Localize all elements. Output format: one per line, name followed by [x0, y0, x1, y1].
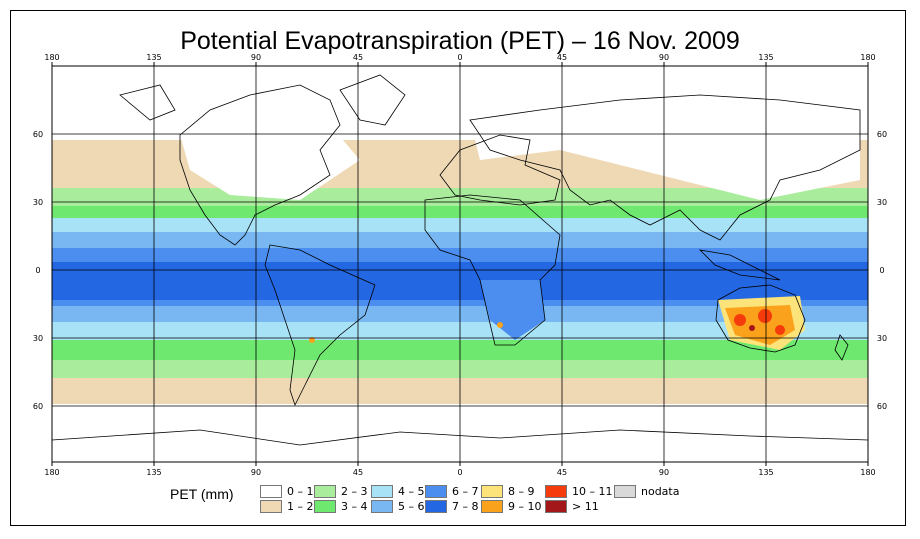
lat-label-left: 30: [33, 198, 43, 207]
eurasia-cold: [470, 120, 860, 200]
legend-swatch: [614, 485, 636, 498]
legend-label: nodata: [641, 485, 680, 498]
legend-swatch: [481, 485, 503, 498]
lat-label-right: 60: [877, 130, 887, 139]
tick-marks: [51, 62, 869, 466]
lat-label-right: 30: [877, 334, 887, 343]
australia-10-11-b: [758, 309, 772, 323]
legend-label: > 11: [572, 500, 599, 513]
lon-label-top: 45: [353, 53, 363, 62]
lat-label-left: 60: [33, 130, 43, 139]
lon-label-bottom: 135: [146, 468, 161, 477]
lon-label-bottom: 45: [353, 468, 363, 477]
legend-swatch: [260, 500, 282, 513]
southern-africa: [480, 280, 545, 340]
legend-label: 8 – 9: [508, 485, 535, 498]
australia-over-11: [749, 325, 755, 331]
africa-hotspot: [497, 322, 503, 328]
lat-label-right: 30: [877, 198, 887, 207]
lon-label-top: 180: [44, 53, 59, 62]
legend-swatch: [260, 485, 282, 498]
legend-label: 0 – 1: [287, 485, 314, 498]
australia-10-11-a: [734, 314, 746, 326]
lon-label-bottom: 180: [860, 468, 875, 477]
lat-label-left: 30: [33, 334, 43, 343]
legend-swatch: [314, 500, 336, 513]
figure-frame: [10, 10, 906, 526]
pet-field: [52, 66, 868, 462]
lon-label-top: 180: [860, 53, 875, 62]
legend-label: 9 – 10: [508, 500, 542, 513]
map-title: Potential Evapotranspiration (PET) – 16 …: [180, 27, 740, 55]
south-america-hotspot: [309, 337, 315, 343]
legend-label: 2 – 3: [341, 485, 368, 498]
legend-label: 6 – 7: [452, 485, 479, 498]
lat-label-left: 0: [35, 266, 40, 275]
lon-label-top: 90: [659, 53, 669, 62]
lon-label-bottom: 0: [457, 468, 462, 477]
legend-label: 4 – 5: [398, 485, 425, 498]
legend-swatch: [545, 485, 567, 498]
lon-label-top: 90: [251, 53, 261, 62]
lon-label-top: 45: [557, 53, 567, 62]
legend-title: PET (mm): [170, 486, 234, 502]
lon-label-top: 135: [146, 53, 161, 62]
legend-swatch: [425, 485, 447, 498]
legend-swatch: [425, 500, 447, 513]
legend-swatch: [314, 485, 336, 498]
coastlines: [52, 74, 868, 446]
north-america-cold: [180, 125, 360, 200]
legend-swatch: [481, 500, 503, 513]
legend-label: 7 – 8: [452, 500, 479, 513]
legend-swatch: [371, 485, 393, 498]
lat-label-right: 60: [877, 402, 887, 411]
lon-label-top: 135: [758, 53, 773, 62]
lat-label-left: 60: [33, 402, 43, 411]
lon-label-bottom: 90: [659, 468, 669, 477]
lat-label-right: 0: [879, 266, 884, 275]
legend-swatch: [545, 500, 567, 513]
lon-label-top: 0: [457, 53, 462, 62]
lon-label-bottom: 135: [758, 468, 773, 477]
graticule: [52, 66, 868, 462]
legend-label: 3 – 4: [341, 500, 368, 513]
lon-label-bottom: 90: [251, 468, 261, 477]
legend-label: 5 – 6: [398, 500, 425, 513]
australia-10-11-c: [775, 325, 785, 335]
lon-label-bottom: 45: [557, 468, 567, 477]
legend-label: 10 – 11: [572, 485, 613, 498]
legend-label: 1 – 2: [287, 500, 314, 513]
legend-swatch: [371, 500, 393, 513]
lon-label-bottom: 180: [44, 468, 59, 477]
